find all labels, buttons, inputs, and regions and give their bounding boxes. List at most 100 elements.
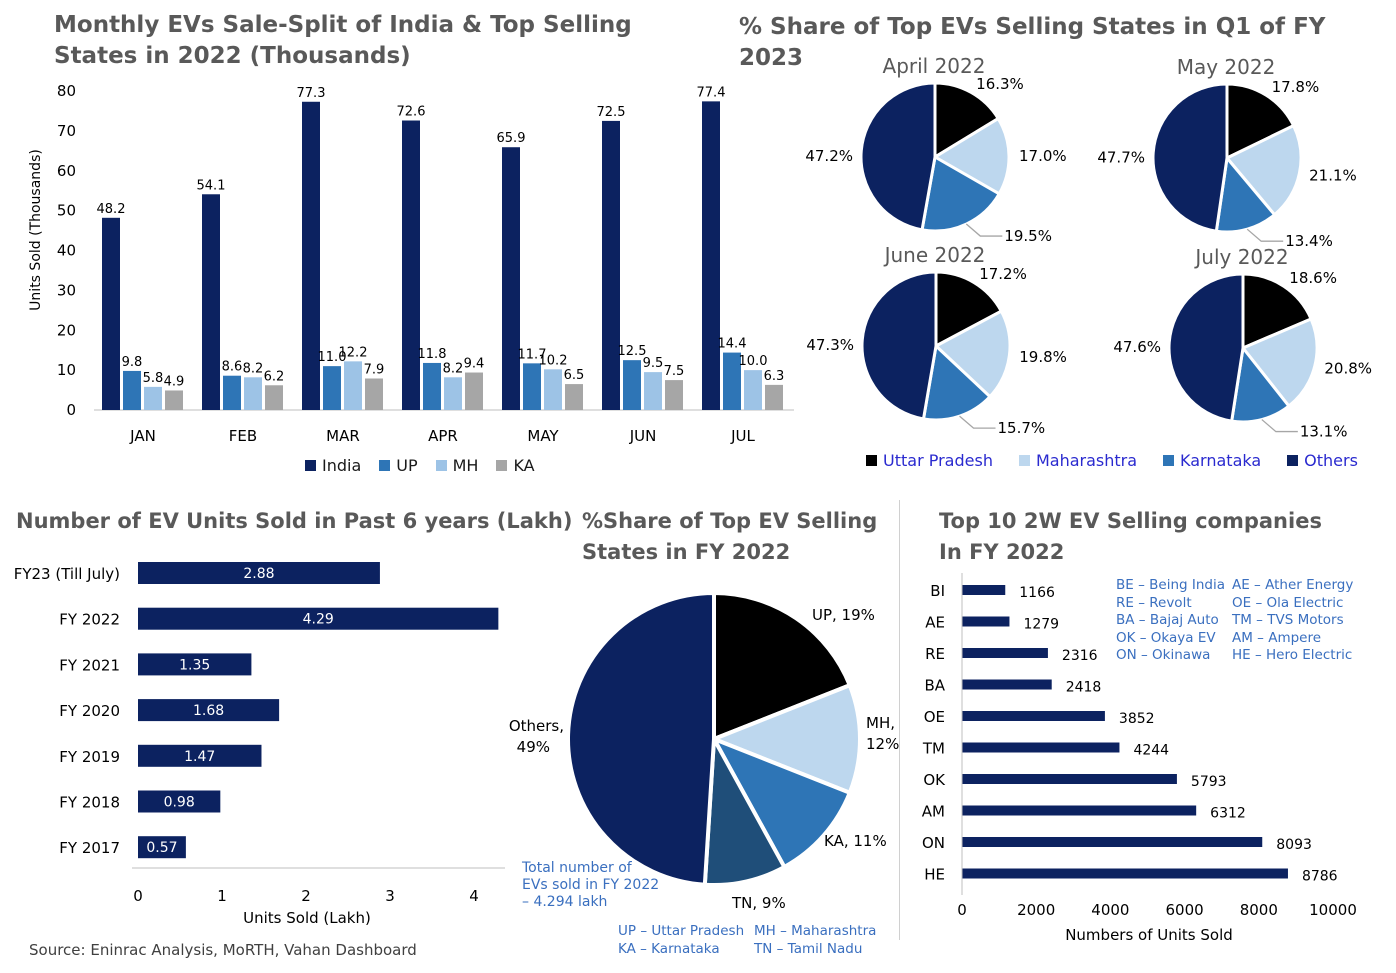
bar-value-label: 1.68 — [193, 703, 224, 719]
x-tick-label: 1 — [217, 887, 227, 905]
abbr-item: HE – Hero Electric — [1232, 647, 1353, 663]
fy22-abbr-col2: MH – Maharashtra TN – Tamil Nadu — [754, 923, 876, 958]
leader-line — [965, 223, 1003, 237]
abbr-item: AM – Ampere — [1232, 629, 1322, 646]
abbr-item: TM – TVS Motors — [1232, 612, 1344, 628]
legend-label-others: Others — [1304, 451, 1358, 470]
data-label: 10.0 — [739, 354, 768, 369]
bar-ka-mar — [365, 378, 383, 410]
pie-slice-maharashtra — [1240, 316, 1319, 409]
pie-slice-maharashtra — [933, 309, 1012, 399]
units-6y-bar-chart: Units Sold (Lakh) 2.88 FY23 (Till July) 4.… — [14, 562, 505, 927]
fy22-pie-chart: UP, 19% MH, 12% KA, 11% TN, 9% Others, 49% — [509, 590, 899, 912]
pie-slice-others — [566, 590, 716, 887]
pie-slice-mh — [708, 682, 862, 796]
legend-label-india: India — [322, 456, 362, 475]
y-tick-label: 50 — [57, 202, 76, 220]
leader-line — [1246, 228, 1284, 242]
data-label: 8.2 — [443, 361, 464, 376]
units-6y-title: Number of EV Units Sold in Past 6 years … — [16, 509, 573, 533]
x-tick-label: MAY — [527, 427, 559, 445]
legend-swatch-ka — [496, 460, 508, 471]
pie-slice-uttar-pradesh — [934, 270, 1004, 349]
monthly-legend: India UP MH KA — [305, 456, 535, 475]
bar-india-may — [502, 147, 520, 410]
pie-data-label: UP, 19% — [812, 606, 875, 624]
abbr-item: BE – Being India — [1116, 577, 1225, 593]
pie-data-label: 18.6% — [1289, 269, 1337, 287]
x-tick-label: 4 — [469, 887, 479, 905]
data-label: 10.2 — [539, 353, 568, 368]
abbr-item: OK – Okaya EV — [1116, 629, 1216, 646]
pie-data-label: 49% — [517, 738, 550, 756]
data-label: 12.2 — [339, 345, 368, 360]
leader-line — [1261, 419, 1298, 433]
data-label: 77.3 — [297, 86, 326, 101]
bar-up-may — [523, 363, 541, 410]
pie-data-label: Others, — [509, 717, 564, 735]
pie-slice-karnataka — [921, 342, 993, 422]
x-tick-label: JUN — [629, 427, 657, 445]
pie-data-label: 20.8% — [1324, 360, 1372, 378]
bar-value-label: 0.57 — [146, 840, 177, 856]
y-tick-label: ON — [922, 834, 945, 852]
bar-value-label: 1279 — [1023, 617, 1059, 633]
bar-mh-feb — [244, 377, 262, 410]
legend-label-up: UP — [396, 456, 418, 475]
pie-slice-uttar-pradesh — [1241, 272, 1314, 351]
legend-swatch-india — [305, 460, 316, 471]
pie-data-label: 17.2% — [979, 265, 1027, 283]
pie-data-label: 15.7% — [998, 419, 1046, 437]
fy22-note-line: Total number of — [522, 860, 632, 876]
y-tick-label: TM — [922, 740, 945, 758]
pie-data-label: 47.6% — [1113, 338, 1161, 356]
top10-bar-chart: Numbers of Units Sold 1166 BI 1279 AE 2316 RE… — [922, 573, 1357, 944]
bar-value-label: 0.98 — [164, 795, 195, 811]
pie-data-label: 47.7% — [1097, 148, 1145, 166]
x-tick-label: 2 — [301, 887, 311, 905]
bar-fy-2021 — [138, 653, 252, 676]
bar-up-jul — [723, 352, 741, 410]
bar-india-jun — [602, 120, 620, 410]
bar-mh-jun — [644, 372, 662, 410]
pie-slice-maharashtra — [1224, 123, 1303, 217]
x-tick-label: JAN — [129, 427, 156, 445]
x-tick-label: APR — [428, 427, 458, 445]
bar-he — [962, 868, 1288, 879]
bar-up-feb — [223, 375, 241, 410]
bar-value-label: 4.29 — [303, 612, 334, 628]
data-label: 7.9 — [364, 362, 385, 377]
pie-data-label: 47.3% — [806, 336, 854, 354]
bar-up-apr — [423, 362, 441, 410]
data-label: 4.9 — [164, 374, 185, 389]
data-label: 12.5 — [618, 344, 647, 359]
y-tick-label: HE — [924, 866, 945, 884]
abbr-item: UP – Uttar Pradesh — [618, 923, 745, 939]
bar-fy23-till-july- — [138, 562, 380, 584]
bar-fy-2020 — [138, 699, 280, 722]
pie-data-label: KA, 11% — [824, 832, 887, 850]
legend-label-karnataka: Karnataka — [1180, 451, 1262, 470]
data-label: 9.5 — [643, 356, 664, 371]
top10-title: Top 10 2W EV Selling companies In FY 202… — [939, 509, 1322, 564]
x-tick-label: 6000 — [1166, 901, 1204, 919]
pie-data-label: 17.0% — [1019, 147, 1067, 165]
bar-value-label: 1166 — [1019, 585, 1055, 601]
pie-title: April 2022 — [883, 54, 986, 78]
bar-mh-may — [544, 369, 562, 410]
pie-slice-maharashtra — [932, 116, 1011, 196]
q1-share-title: % Share of Top EVs Selling States in Q1 … — [739, 14, 1326, 71]
monthly-bar-chart: Units Sold (Thousands) 0 10 20 30 40 50 60 70 80… — [28, 82, 794, 445]
legend-swatch-karnataka — [1163, 455, 1175, 466]
monthly-y-axis-label: Units Sold (Thousands) — [28, 149, 44, 311]
bar-mh-jul — [744, 370, 762, 410]
x-tick-label: MAR — [326, 427, 360, 445]
y-tick-label: RE — [925, 645, 945, 663]
y-tick-label: BA — [924, 677, 945, 695]
bar-up-mar — [323, 366, 341, 410]
x-tick-label: 2000 — [1017, 901, 1055, 919]
bar-mh-jan — [144, 386, 162, 410]
data-label: 11.7 — [518, 347, 547, 362]
data-label: 6.2 — [264, 369, 285, 384]
